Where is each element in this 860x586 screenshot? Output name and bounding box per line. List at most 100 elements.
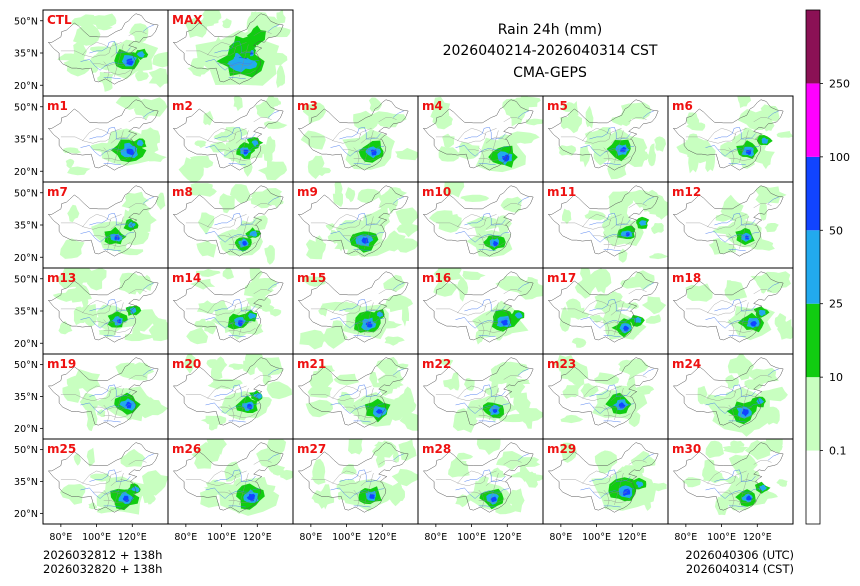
province-border (60, 394, 101, 401)
rain-light-area (333, 373, 360, 386)
lon-tick-label: 120°E (743, 532, 772, 543)
province-border (100, 128, 122, 142)
river-line (464, 469, 506, 482)
map-content (293, 96, 418, 182)
river-line (339, 212, 381, 226)
province-border (478, 404, 485, 423)
map-content (168, 439, 293, 524)
country-border (422, 442, 534, 513)
rain-light-area (194, 140, 207, 148)
rain-light-area (372, 440, 397, 458)
rain-light-area (369, 371, 378, 386)
rain-light-area (551, 355, 579, 372)
province-border (93, 491, 127, 495)
province-border (614, 216, 624, 249)
province-border (614, 130, 624, 163)
map-panel-m28: m28 (417, 438, 544, 525)
map-panel-m13: m13 (42, 267, 169, 355)
rain-light-area (391, 468, 418, 487)
rain-light-area (715, 212, 732, 222)
province-border (614, 472, 624, 505)
province-border (82, 300, 111, 314)
lat-tick-label: 50°N (14, 274, 38, 285)
lat-tick-label: 50°N (14, 360, 38, 371)
province-border (478, 156, 506, 161)
province-border (600, 214, 622, 228)
province-border (600, 300, 622, 314)
province-border (185, 308, 226, 316)
rain-heavy-area (758, 309, 766, 317)
province-border (725, 300, 747, 314)
rain-light-area (562, 208, 572, 225)
map-panel-m15: m15 (292, 267, 419, 355)
province-border (253, 289, 272, 294)
river-line (89, 126, 131, 140)
province-border (60, 136, 101, 144)
province-border (560, 308, 601, 316)
colorbar-tick-label: 0.1 (829, 445, 847, 458)
province-border (478, 498, 506, 503)
province-border (103, 319, 110, 337)
map-panel-m4: m4 (417, 95, 544, 183)
province-border (468, 235, 502, 239)
rain-light-area (560, 414, 584, 424)
map-panel-m2: m2 (167, 95, 294, 183)
lon-tick-label: 80°E (674, 532, 697, 543)
rain-light-area (636, 385, 655, 395)
panel-label: m18 (672, 271, 701, 285)
province-border (503, 117, 522, 122)
province-border (489, 302, 499, 335)
rain-light-area (641, 296, 667, 315)
rain-light-area (628, 189, 651, 208)
rain-light-area (73, 37, 87, 64)
province-border (310, 308, 351, 316)
river-line (228, 335, 246, 338)
map-content (543, 439, 668, 524)
map-content (418, 439, 543, 524)
province-border (739, 130, 749, 163)
province-border (128, 289, 147, 294)
province-border (600, 470, 622, 484)
rain-light-area (245, 295, 271, 310)
lat-tick-label: 50°N (14, 445, 38, 456)
map-content (543, 96, 668, 182)
rain-light-area (97, 71, 114, 83)
rain-light-area (276, 64, 286, 89)
province-border (103, 70, 131, 75)
province-border (103, 489, 110, 508)
rain-light-area (433, 282, 457, 297)
river-line (589, 126, 631, 140)
lon-tick-label: 120°E (243, 532, 272, 543)
chart-title: Rain 24h (mm) (497, 22, 603, 38)
lat-tick-label: 50°N (14, 16, 38, 27)
province-border (93, 235, 127, 239)
rain-light-area (91, 13, 117, 28)
province-border (103, 413, 131, 418)
province-border (614, 387, 624, 420)
province-border (332, 128, 361, 142)
province-border (435, 479, 476, 486)
province-border (628, 375, 647, 380)
province-border (228, 498, 256, 503)
province-border (343, 149, 377, 153)
rain-light-area (448, 461, 470, 478)
province-border (332, 214, 361, 228)
map-content (293, 182, 418, 268)
rain-storm-area (375, 409, 383, 414)
rain-light-area (264, 244, 275, 265)
country-border (547, 185, 659, 257)
lat-tick-label: 20°N (14, 81, 38, 92)
map-panel-max: MAX (167, 9, 294, 97)
rain-storm-area (242, 241, 247, 246)
province-border (103, 147, 110, 165)
rain-light-area (368, 208, 391, 225)
map-content (418, 354, 543, 439)
rain-light-area (464, 378, 475, 391)
rain-heavy-area (129, 307, 137, 314)
panel-label: m22 (422, 357, 451, 371)
province-border (185, 479, 226, 486)
province-border (218, 63, 252, 67)
river-line (214, 40, 256, 54)
valid-time-cst: 2026040314 (CST) (685, 562, 794, 576)
map-panel-m22: m22 (417, 353, 544, 440)
